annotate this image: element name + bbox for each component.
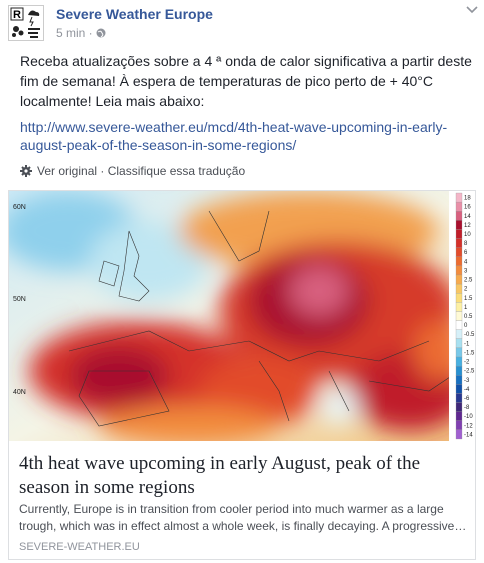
colorbar-label: 18: [464, 196, 471, 202]
colorbar-label: 0.5: [464, 314, 473, 320]
colorbar-cell: [455, 274, 463, 285]
colorbar-label: 3: [464, 268, 468, 274]
link-card[interactable]: 60N 50N 40N 18 16 14 12 10 8 6 4 3 2.5 2 1.5 1 0.5 0 -0…: [8, 190, 476, 560]
colorbar-cell: [455, 356, 463, 367]
colorbar: 18 16 14 12 10 8 6 4 3 2.5 2 1.5 1 0.5 0 -0.5 -1 -1.5 -2 -2…: [455, 192, 475, 440]
colorbar-cell: [455, 293, 463, 303]
colorbar-cell: [455, 402, 463, 412]
colorbar-cell: [455, 393, 463, 403]
colorbar-label: 6: [464, 250, 468, 256]
colorbar-label: 4: [464, 259, 468, 265]
colorbar-label: 2: [464, 287, 468, 293]
post-text: Receba atualizações sobre a 4 ª onda de …: [20, 53, 472, 69]
card-title[interactable]: season in some regions: [19, 477, 195, 498]
colorbar-cell: [455, 238, 463, 248]
colorbar-cell: [455, 229, 463, 239]
colorbar-label: -0.5: [464, 332, 475, 338]
svg-text:R: R: [13, 9, 21, 21]
colorbar-cell: [455, 375, 463, 385]
globe-icon: [96, 28, 106, 38]
colorbar-label: 14: [464, 214, 471, 220]
colorbar-cell: [455, 347, 463, 358]
card-description: trough, which was in effect almost a who…: [19, 519, 467, 533]
colorbar-label: 1.5: [464, 296, 473, 302]
lat-label: 60N: [13, 204, 26, 211]
author[interactable]: Severe Weather Europe: [56, 6, 213, 22]
colorbar-cell: [455, 311, 463, 321]
colorbar-label: -2: [464, 360, 470, 366]
lat-label: 40N: [13, 389, 26, 396]
see-original[interactable]: Ver original: [37, 164, 98, 178]
post-text: fim de semana! À espera de temperaturas …: [20, 73, 433, 89]
avatar[interactable]: R: [8, 5, 44, 41]
colorbar-cell: [455, 365, 463, 376]
colorbar-label: -1: [464, 341, 470, 347]
colorbar-cell: [455, 247, 463, 257]
colorbar-label: 12: [464, 223, 471, 229]
rate-translation[interactable]: Classifique essa tradução: [107, 164, 246, 178]
time[interactable]: 5 min: [56, 26, 86, 40]
colorbar-cell: [455, 329, 463, 339]
colorbar-cell: [455, 201, 463, 212]
colorbar-cell: [455, 420, 463, 431]
colorbar-label: -2.5: [464, 369, 475, 375]
card-title[interactable]: 4th heat wave upcoming in early August, …: [19, 453, 421, 474]
colorbar-label: -1.5: [464, 350, 475, 356]
map-image: 60N 50N 40N 18 16 14 12 10 8 6 4 3 2.5 2 1.5 1 0.5 0 -0…: [9, 191, 475, 441]
colorbar-label: -14: [464, 432, 473, 438]
translation-bar: Ver original · Classifique essa tradução: [37, 164, 246, 178]
menu-chevron[interactable]: [466, 6, 478, 14]
colorbar-label: -10: [464, 414, 473, 420]
colorbar-cell: [455, 256, 463, 267]
colorbar-label: -4: [464, 387, 470, 393]
colorbar-label: 16: [464, 205, 471, 211]
colorbar-label: -6: [464, 396, 470, 402]
lat-label: 50N: [13, 296, 26, 303]
colorbar-label: -12: [464, 423, 473, 429]
colorbar-cell: [455, 211, 463, 221]
colorbar-cell: [455, 384, 463, 394]
heat-field: [9, 191, 469, 441]
post-link[interactable]: http://www.severe-weather.eu/mcd/4th-hea…: [20, 119, 448, 135]
colorbar-label: -8: [464, 405, 470, 411]
post-text: localmente! Leia mais abaixo:: [20, 93, 205, 109]
post-link[interactable]: august-peak-of-the-season-in-some-region…: [20, 137, 297, 153]
colorbar-cell: [455, 429, 463, 440]
colorbar-label: -3: [464, 378, 470, 384]
colorbar-cell: [455, 411, 463, 421]
coastlines: [68, 210, 460, 427]
colorbar-label: 8: [464, 241, 468, 247]
gear-icon: [20, 165, 32, 177]
colorbar-cell: [455, 283, 463, 294]
colorbar-label: 10: [464, 232, 471, 238]
colorbar-label: 1: [464, 305, 468, 311]
colorbar-cell: [455, 338, 463, 349]
colorbar-cell: [455, 320, 463, 330]
card-description: Currently, Europe is in transition from …: [19, 502, 444, 516]
timestamp[interactable]: 5 min ·: [56, 26, 106, 40]
colorbar-label: 0: [464, 323, 468, 329]
colorbar-cell: [455, 265, 463, 276]
colorbar-cell: [455, 302, 463, 312]
colorbar-cell: [455, 220, 463, 230]
card-domain: SEVERE-WEATHER.EU: [19, 541, 140, 553]
colorbar-cell: [455, 192, 463, 203]
colorbar-label: 2.5: [464, 278, 473, 284]
